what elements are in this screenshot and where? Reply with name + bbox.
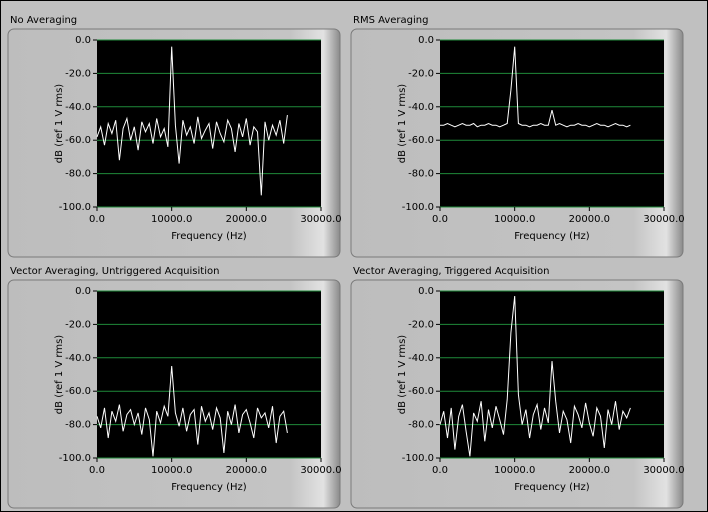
y-tick-label: -40.0	[65, 102, 91, 113]
graph: Vector Averaging, Untriggered Acquisitio…	[7, 266, 342, 509]
y-tick-label: 0.0	[418, 286, 434, 297]
plot-area	[97, 291, 321, 458]
x-tick-label: 20000.0	[226, 465, 267, 476]
y-tick-label: -60.0	[65, 386, 91, 397]
y-axis-label: dB (ref 1 V rms)	[397, 335, 408, 414]
graph: No Averaging -100.0 -80.0 -60.0 -40.0 -20.0 0.…	[7, 15, 342, 258]
x-tick-label: 0.0	[89, 214, 105, 225]
x-tick-label: 20000.0	[226, 214, 267, 225]
x-tick-label: 30000.0	[300, 465, 341, 476]
graph-title: No Averaging	[10, 15, 77, 26]
y-tick-label: -40.0	[408, 102, 434, 113]
y-tick-label: -80.0	[65, 420, 91, 431]
spectrum-trace	[440, 46, 631, 128]
spectrum-trace	[96, 46, 288, 196]
y-tick-label: 0.0	[418, 35, 434, 46]
y-tick-label: -60.0	[65, 135, 91, 146]
y-axis-label: dB (ref 1 V rms)	[54, 335, 65, 414]
graph: Vector Averaging, Triggered Acquisition -…	[350, 266, 685, 509]
y-tick-label: -40.0	[65, 353, 91, 364]
y-tick-label: -80.0	[65, 169, 91, 180]
graph-title: Vector Averaging, Triggered Acquisition	[353, 266, 550, 277]
x-tick-label: 10000.0	[151, 214, 192, 225]
y-tick-label: -40.0	[408, 353, 434, 364]
y-tick-label: -100.0	[59, 453, 91, 464]
y-tick-label: -60.0	[408, 386, 434, 397]
y-axis-label: dB (ref 1 V rms)	[54, 84, 65, 163]
x-axis-label: Frequency (Hz)	[171, 482, 247, 493]
graph-title: RMS Averaging	[353, 15, 428, 26]
x-tick-label: 30000.0	[300, 214, 341, 225]
graph: RMS Averaging -100.0 -80.0 -60.0 -40.0 -20.0 0…	[350, 15, 685, 258]
y-tick-label: -20.0	[408, 319, 434, 330]
plot-area	[440, 291, 664, 458]
y-tick-label: 0.0	[75, 35, 91, 46]
spectrum-trace	[439, 295, 631, 457]
x-tick-label: 20000.0	[569, 465, 610, 476]
x-tick-label: 10000.0	[151, 465, 192, 476]
x-tick-label: 30000.0	[643, 214, 684, 225]
spectrum-trace	[96, 366, 288, 457]
y-tick-label: -80.0	[408, 420, 434, 431]
x-axis-label: Frequency (Hz)	[514, 482, 590, 493]
y-tick-label: -100.0	[402, 202, 434, 213]
y-tick-label: -60.0	[408, 135, 434, 146]
x-tick-label: 20000.0	[569, 214, 610, 225]
graph-title: Vector Averaging, Untriggered Acquisitio…	[10, 266, 219, 277]
y-tick-label: -100.0	[59, 202, 91, 213]
y-axis-label: dB (ref 1 V rms)	[397, 84, 408, 163]
plot-area	[440, 40, 664, 207]
y-tick-label: -20.0	[65, 319, 91, 330]
y-tick-label: 0.0	[75, 286, 91, 297]
x-tick-label: 0.0	[89, 465, 105, 476]
y-tick-label: -20.0	[408, 68, 434, 79]
y-tick-label: -100.0	[402, 453, 434, 464]
x-tick-label: 0.0	[432, 465, 448, 476]
x-tick-label: 10000.0	[494, 214, 535, 225]
y-tick-label: -20.0	[65, 68, 91, 79]
x-axis-label: Frequency (Hz)	[514, 231, 590, 242]
x-axis-label: Frequency (Hz)	[171, 231, 247, 242]
y-tick-label: -80.0	[408, 169, 434, 180]
x-tick-label: 0.0	[432, 214, 448, 225]
x-tick-label: 30000.0	[643, 465, 684, 476]
x-tick-label: 10000.0	[494, 465, 535, 476]
